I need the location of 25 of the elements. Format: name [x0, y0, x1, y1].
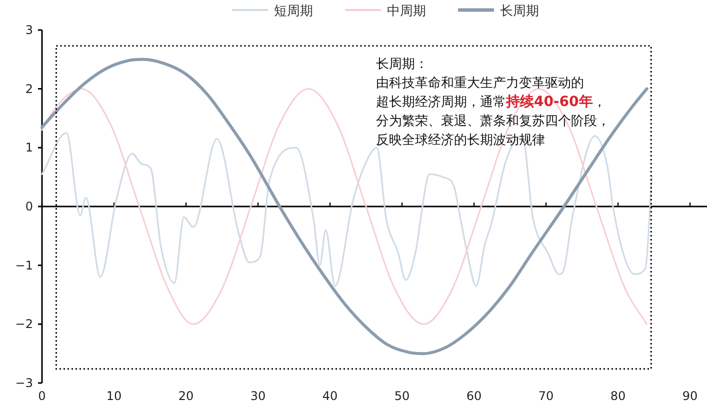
- x-tick-label: 30: [250, 389, 266, 403]
- legend-label: 长周期: [500, 4, 539, 19]
- annotation: 超长期经济周期，通常持续40-60年，: [376, 94, 606, 110]
- x-tick-label: 50: [394, 389, 410, 403]
- legend-label: 中周期: [387, 4, 426, 19]
- x-tick-label: 20: [178, 389, 194, 403]
- x-tick-label: 90: [682, 389, 698, 403]
- y-tick-label: −3: [15, 376, 33, 390]
- legend-label: 短周期: [274, 4, 313, 19]
- x-tick-label: 10: [106, 389, 122, 403]
- y-tick-label: −2: [15, 317, 33, 332]
- x-tick-label: 80: [610, 389, 626, 403]
- annotation: 分为繁荣、衰退、萧条和复苏四个阶段，: [376, 114, 610, 129]
- annotation: 反映全球经济的长期波动规律: [376, 133, 545, 148]
- x-tick-label: 40: [322, 389, 338, 403]
- x-tick-label: 0: [38, 389, 46, 403]
- y-tick-label: −1: [15, 258, 33, 272]
- y-tick-label: 1: [25, 140, 33, 155]
- x-tick-label: 70: [538, 389, 554, 403]
- annotation: 由科技革命和重大生产力变革驱动的: [376, 76, 584, 91]
- y-tick-label: 0: [25, 200, 33, 214]
- y-tick-label: 2: [25, 82, 33, 96]
- x-tick-label: 60: [466, 389, 482, 403]
- y-tick-label: 3: [25, 23, 33, 37]
- annotation: 长周期：: [376, 57, 428, 72]
